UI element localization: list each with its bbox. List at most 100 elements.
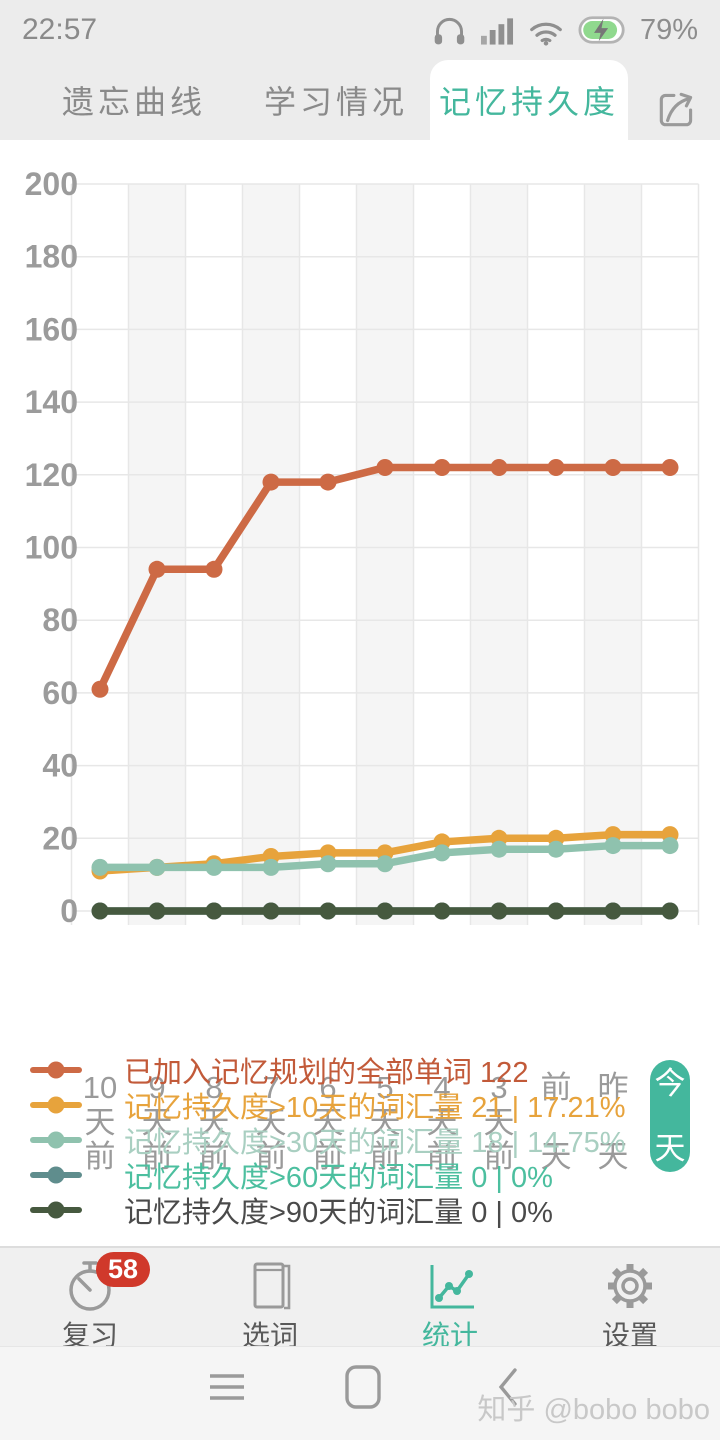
y-axis-tick-label: 140	[25, 384, 78, 420]
chart-legend: 已加入记忆规划的全部单词 122 记忆持久度>10天的词汇量 21 | 17.21…	[0, 1052, 720, 1229]
data-point	[547, 840, 565, 858]
back-icon[interactable]	[497, 1367, 519, 1407]
tab-learning-status[interactable]: 学习情况	[263, 84, 408, 120]
share-icon[interactable]	[654, 86, 700, 132]
x-axis-label: 昨天	[597, 1070, 629, 1174]
memory-persistence-chart: 0 20 40 60 80 100 120 140 160 180 200 10 天前 9 天前 8 天前 7 天…	[0, 140, 720, 1172]
data-point	[319, 473, 337, 491]
watermark: 知乎 @bobo bobo	[477, 1394, 710, 1426]
legend-dot	[47, 1201, 65, 1218]
nav-item-statistics[interactable]: 统计	[360, 1248, 540, 1351]
legend-label: 记忆持久度>60天的词汇量 0 | 0%	[124, 1161, 553, 1194]
nav-label-word-select: 选词	[241, 1320, 298, 1351]
legend-dot	[47, 1096, 65, 1113]
legend-swatch	[30, 1096, 82, 1113]
nav-item-word-select[interactable]: 选词	[180, 1248, 360, 1351]
status-time: 22:57	[22, 13, 98, 46]
data-point	[148, 560, 166, 578]
data-point	[604, 459, 622, 477]
legend-label: 记忆持久度>90天的词汇量 0 | 0%	[124, 1196, 553, 1229]
data-point	[148, 858, 166, 876]
data-point	[433, 844, 451, 862]
y-axis-tick-label: 60	[42, 675, 78, 711]
data-point	[433, 459, 451, 477]
menu-icon[interactable]	[207, 1367, 247, 1407]
y-axis-tick-label: 20	[42, 820, 78, 856]
data-point	[205, 560, 223, 578]
legend-item: 记忆持久度>90天的词汇量 0 | 0%	[0, 1192, 720, 1229]
system-nav: 知乎 @bobo bobo	[0, 1346, 720, 1440]
data-point	[490, 840, 508, 858]
nav-item-settings[interactable]: 设置	[540, 1248, 720, 1351]
nav-label-statistics: 统计	[421, 1320, 478, 1351]
y-axis-tick-label: 0	[60, 893, 78, 929]
legend-item: 记忆持久度>30天的词汇量 18 | 14.75%	[0, 1122, 720, 1159]
x-axis-label: 10 天前	[82, 1070, 118, 1174]
legend-item: 已加入记忆规划的全部单词 122	[0, 1052, 720, 1089]
data-point	[661, 837, 679, 855]
chart-band	[356, 184, 414, 925]
data-point	[319, 902, 337, 920]
gear-icon	[608, 1264, 652, 1308]
tab-forgetting-curve[interactable]: 遗忘曲线	[61, 84, 206, 120]
data-point	[547, 902, 565, 920]
tab-bar: 遗忘曲线 学习情况 记忆持久度	[0, 60, 720, 140]
y-axis-tick-label: 180	[25, 239, 78, 275]
nav-label-review: 复习	[61, 1320, 118, 1351]
nav-item-review[interactable]: 58 复习	[0, 1248, 180, 1351]
data-point	[91, 858, 109, 876]
data-point	[205, 858, 223, 876]
y-axis-tick-label: 120	[25, 457, 78, 493]
data-point	[148, 902, 166, 920]
bottom-nav: 58 复习 选词 统计	[0, 1246, 720, 1351]
stopwatch-icon	[69, 1261, 111, 1311]
legend-swatch	[30, 1131, 82, 1148]
y-axis-tick-label: 160	[25, 311, 78, 347]
data-point	[91, 680, 109, 698]
chart-band	[128, 184, 186, 925]
data-point	[376, 459, 394, 477]
legend-dot	[47, 1166, 65, 1183]
legend-swatch	[30, 1201, 82, 1218]
data-point	[604, 902, 622, 920]
status-icons: 79%	[431, 14, 698, 47]
legend-dot	[47, 1061, 65, 1078]
y-axis-tick-label: 40	[42, 748, 78, 784]
home-icon[interactable]	[344, 1364, 382, 1410]
review-badge: 58	[96, 1252, 151, 1287]
data-point	[262, 902, 280, 920]
data-point	[262, 858, 280, 876]
y-axis-tick-label: 100	[25, 530, 78, 566]
y-axis-tick-label: 200	[25, 166, 78, 202]
status-bar: 22:57 79%	[0, 0, 720, 60]
signal-bars-icon	[480, 18, 513, 45]
data-point	[376, 855, 394, 873]
data-point	[490, 459, 508, 477]
chart-band	[242, 184, 300, 925]
chart-band	[470, 184, 528, 925]
legend-swatch	[30, 1166, 82, 1183]
battery-percent: 79%	[639, 13, 698, 46]
chart-band	[584, 184, 642, 925]
legend-label: 已加入记忆规划的全部单词 122	[124, 1056, 529, 1089]
data-point	[547, 459, 565, 477]
data-point	[604, 837, 622, 855]
legend-swatch	[30, 1061, 82, 1078]
legend-label: 记忆持久度>10天的词汇量 21 | 17.21%	[124, 1091, 626, 1124]
data-point	[262, 473, 280, 491]
tab-memory-persistence[interactable]: 记忆持久度	[430, 60, 628, 140]
data-point	[319, 855, 337, 873]
data-point	[433, 902, 451, 920]
legend-label: 记忆持久度>30天的词汇量 18 | 14.75%	[124, 1126, 626, 1159]
headset-icon	[434, 17, 465, 44]
legend-item: 记忆持久度>10天的词汇量 21 | 17.21%	[0, 1087, 720, 1124]
y-axis-tick-label: 80	[42, 602, 78, 638]
legend-dot	[47, 1131, 65, 1148]
